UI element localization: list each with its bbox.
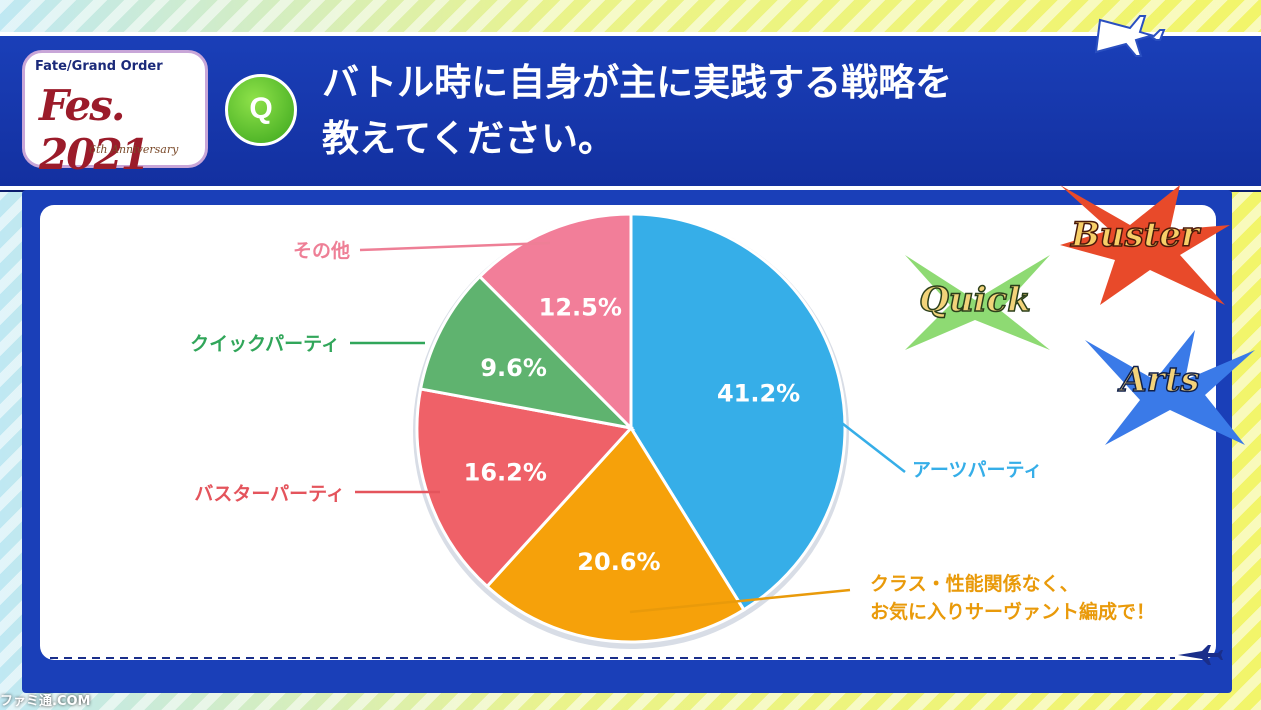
fes-logo: Fate/Grand Order Fes. 2021 6th Anniversa… [22, 50, 208, 179]
slice-value-label-3: 16.2% [464, 458, 547, 486]
pie-slice-3 [415, 387, 634, 589]
logo-line-3: 6th Anniversary [89, 143, 179, 156]
airplane-icon [1178, 645, 1223, 665]
slice-value-label-1: 41.2% [717, 380, 800, 408]
pie-slice-5 [477, 212, 633, 432]
buster-card-label: Buster [1070, 214, 1199, 256]
leader-line-2 [629, 588, 851, 614]
quick-card-icon: Quick [900, 250, 1050, 355]
arts-card-icon: Arts [1085, 330, 1255, 445]
slice-value-label-4: 9.6% [480, 354, 547, 382]
category-label-5: その他 [293, 239, 350, 262]
airplane-header-icon [1094, 15, 1166, 57]
slice-value-label-2: 20.6% [577, 548, 660, 576]
slice-value-label-5: 12.5% [539, 293, 622, 321]
logo-line-1: Fate/Grand Order [35, 59, 163, 74]
logo-line-2: Fes. 2021 [39, 81, 150, 179]
leader-line-5 [359, 241, 551, 252]
category-label-3: バスターパーティ [194, 483, 345, 505]
quick-card-label: Quick [918, 279, 1031, 321]
header-bar [0, 32, 1261, 190]
question-badge: Q [225, 74, 297, 146]
category-label-2: クラス・性能関係なく、お気に入りサーヴァント編成で！ [870, 572, 1155, 623]
watermark: ファミ通.COM [0, 694, 91, 709]
buster-card-icon: Buster [1060, 185, 1230, 305]
leader-line-1 [824, 409, 906, 473]
pie-slice-2 [484, 425, 746, 644]
category-label-1: アーツパーティ [912, 459, 1042, 481]
pie-slice-4 [418, 274, 636, 431]
question-title: バトル時に自身が主に実践する戦略を 教えてください。 [322, 61, 953, 160]
category-label-4: クイックパーティ [190, 333, 340, 355]
arts-card-label: Arts [1120, 359, 1201, 401]
pie-slice-1 [629, 212, 847, 612]
